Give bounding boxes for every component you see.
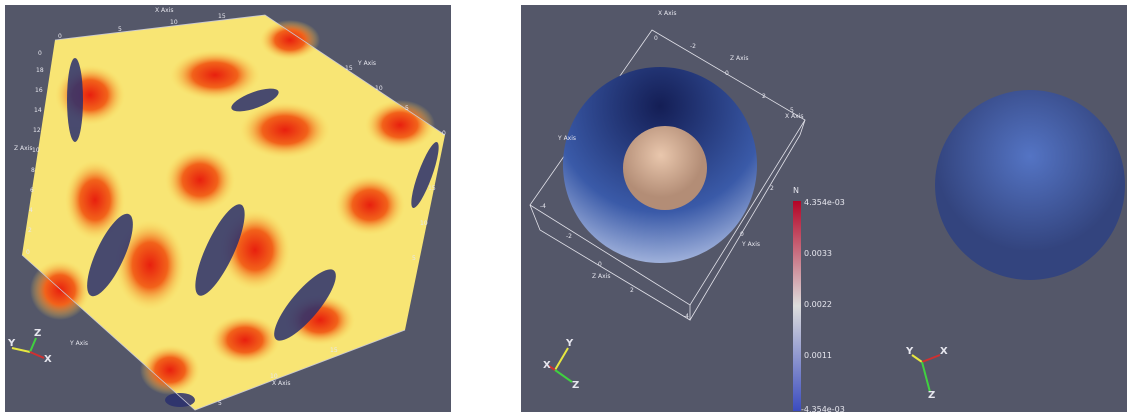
streak	[67, 58, 83, 142]
orientation-label: Z	[572, 380, 579, 391]
tick-label: 5	[405, 105, 409, 112]
hot-spot	[170, 50, 260, 100]
sphere	[935, 90, 1125, 280]
axis-title: Y Axis	[741, 241, 760, 248]
hot-spot	[240, 102, 330, 158]
tick-label: -4	[540, 203, 546, 210]
tick-label: 10	[375, 85, 383, 92]
axis-title: Z Axis	[592, 273, 610, 280]
tick-label: 2	[630, 287, 634, 294]
tick-label: -2	[566, 233, 572, 240]
colorbar-label: 0.0011	[804, 351, 832, 360]
tick-label: 15	[428, 185, 436, 192]
tick-label: 10	[420, 220, 428, 227]
right-view: X Axis Z Axis X Axis Y Axis Z Axis Y Axi…	[521, 5, 1127, 414]
axis-title: Z Axis	[730, 55, 748, 62]
tick-label: 0	[740, 231, 744, 238]
colorbar-label: 0.0022	[804, 300, 832, 309]
tick-label: 14	[34, 107, 42, 114]
left-view: X Axis Y Axis Z Axis Y Axis X Axis 0 5 1…	[5, 5, 451, 412]
screenshot: X Axis Y Axis Z Axis Y Axis X Axis 0 5 1…	[0, 0, 1127, 416]
tick-label: 10	[170, 19, 178, 26]
tick-label: 2	[770, 185, 774, 192]
colorbar-label: 0.0033	[804, 249, 832, 258]
tick-label: 2	[762, 93, 766, 100]
tick-label: 8	[31, 167, 35, 174]
tick-label: 0	[598, 261, 602, 268]
tick-label: 15	[218, 13, 226, 20]
tick-label: 0	[38, 50, 42, 57]
axis-title: Z Axis	[14, 145, 32, 152]
axis-title: Y Axis	[557, 135, 576, 142]
hot-spot	[210, 315, 280, 365]
streak	[165, 393, 195, 407]
hot-spot	[260, 20, 320, 60]
orientation-label: X	[44, 354, 52, 365]
tick-label: -2	[690, 43, 696, 50]
axis-title: X Axis	[272, 380, 290, 387]
tick-label: 5	[118, 26, 122, 33]
hot-spot	[365, 100, 435, 150]
tick-label: 0	[654, 35, 658, 42]
tick-label: 18	[36, 67, 44, 74]
hot-spot	[55, 65, 125, 125]
tick-label: 4	[29, 207, 33, 214]
axis-title: X Axis	[155, 7, 173, 14]
tick-label: 6	[30, 187, 34, 194]
orientation-label: X	[543, 360, 551, 371]
tick-label: 5	[218, 400, 222, 407]
colorbar-title: N	[793, 186, 799, 195]
orientation-label: Z	[928, 390, 935, 401]
hot-spot	[165, 148, 235, 212]
tick-label: 2	[28, 227, 32, 234]
tick-label: 15	[345, 65, 353, 72]
axis-title: Y Axis	[357, 60, 376, 67]
inner-sphere	[623, 126, 707, 210]
tick-label: -4	[683, 313, 689, 320]
tick-label: 5	[412, 255, 416, 262]
axis-title: X Axis	[785, 113, 803, 120]
tick-label: 0	[442, 130, 446, 137]
tick-label: 0	[58, 33, 62, 40]
orientation-label: Y	[905, 346, 914, 357]
tick-label: 10	[270, 373, 278, 380]
orientation-label: Y	[565, 338, 574, 349]
tick-label: 15	[330, 347, 338, 354]
axis-title: Y Axis	[69, 340, 88, 347]
hot-spot	[30, 260, 90, 320]
page: X Axis Y Axis Z Axis Y Axis X Axis 0 5 1…	[0, 0, 1127, 416]
colorbar-label: 4.354e-03	[804, 198, 845, 207]
tick-label: 5	[790, 107, 794, 114]
tick-label: 0	[725, 70, 729, 77]
color-scale	[793, 201, 801, 411]
tick-label: 12	[33, 127, 41, 134]
axis-title: X Axis	[658, 10, 676, 17]
tick-label: 0	[26, 249, 30, 256]
tick-label: 10	[32, 147, 40, 154]
orientation-label: Z	[34, 328, 41, 339]
orientation-label: X	[940, 346, 948, 357]
orientation-label: Y	[7, 338, 16, 349]
hot-spot	[335, 175, 405, 235]
tick-label: 16	[35, 87, 43, 94]
colorbar-label: -4.354e-03	[801, 405, 845, 414]
